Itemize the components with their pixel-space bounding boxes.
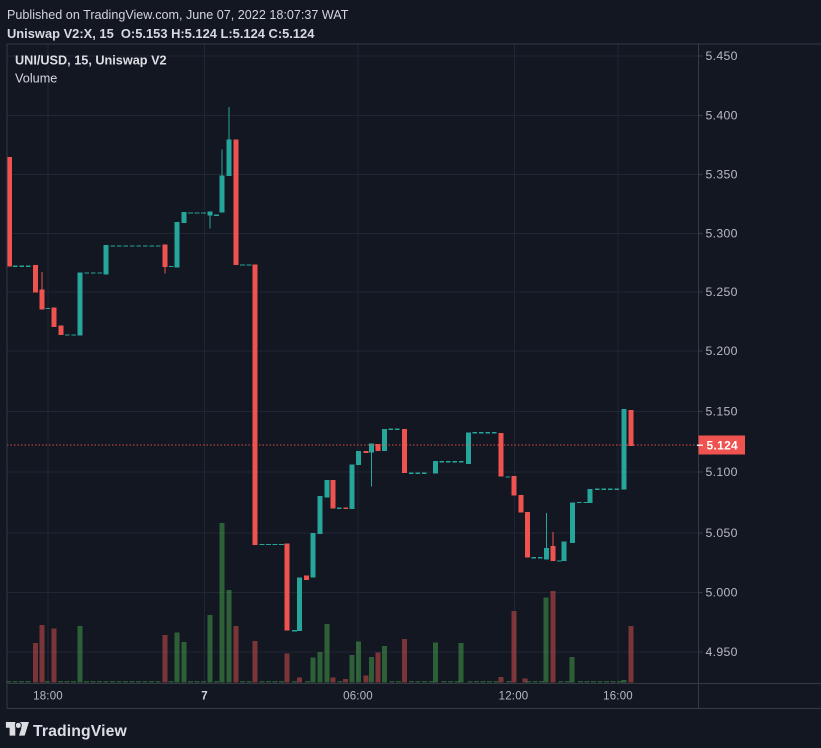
- svg-text:Uniswap V2:X, 15 O:5.153 H:5.: Uniswap V2:X, 15 O:5.153 H:5.124 L:5.124…: [7, 26, 315, 41]
- svg-text:5.400: 5.400: [706, 109, 738, 123]
- svg-text:5.450: 5.450: [706, 49, 738, 63]
- svg-text:5.300: 5.300: [706, 227, 738, 241]
- svg-text:Published on TradingView.com,: Published on TradingView.com, June 07, 2…: [7, 8, 349, 22]
- svg-text:Volume: Volume: [15, 72, 57, 86]
- svg-text:06:00: 06:00: [343, 691, 373, 703]
- svg-text:7: 7: [201, 691, 208, 703]
- svg-text:5.050: 5.050: [706, 526, 738, 540]
- svg-text:12:00: 12:00: [499, 691, 529, 703]
- svg-text:16:00: 16:00: [603, 691, 633, 703]
- svg-text:18:00: 18:00: [33, 691, 63, 703]
- svg-text:5.350: 5.350: [706, 168, 738, 182]
- svg-text:5.124: 5.124: [707, 439, 739, 453]
- svg-text:5.000: 5.000: [706, 586, 738, 600]
- svg-text:5.250: 5.250: [706, 285, 738, 299]
- svg-text:TradingView: TradingView: [33, 723, 127, 740]
- svg-text:UNI/USD, 15, Uniswap V2: UNI/USD, 15, Uniswap V2: [15, 54, 167, 68]
- svg-text:5.150: 5.150: [706, 405, 738, 419]
- svg-text:5.200: 5.200: [706, 344, 738, 358]
- svg-text:5.100: 5.100: [706, 465, 738, 479]
- svg-text:4.950: 4.950: [706, 645, 738, 659]
